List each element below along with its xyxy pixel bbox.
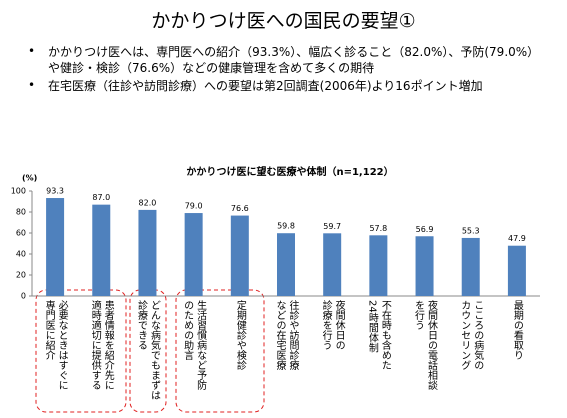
y-tick-label: 0	[21, 292, 26, 301]
bar	[92, 204, 111, 296]
x-tick-label: 最期の看取り	[511, 300, 523, 360]
bar	[415, 236, 434, 296]
y-tick-label: 100	[11, 187, 26, 196]
slide-title: かかりつけ医への国民の要望①	[151, 10, 416, 32]
x-tick-label: 生活習慣病など予防 のための助言	[181, 300, 206, 390]
bar	[277, 233, 295, 296]
highlight-box	[35, 289, 127, 413]
bar	[507, 245, 526, 296]
bar	[230, 215, 249, 296]
bullet-mark: •	[28, 44, 36, 58]
value-label: 59.8	[277, 222, 295, 231]
bar	[369, 235, 388, 296]
value-label: 59.7	[323, 222, 341, 231]
x-tick-label: 患者情報を紹介先に 適時適切に提供する	[89, 300, 114, 390]
value-label: 76.6	[231, 204, 249, 213]
y-tick-label: 80	[16, 208, 26, 217]
value-label: 55.3	[462, 226, 480, 235]
y-tick-label: 40	[16, 250, 26, 259]
bar	[138, 209, 157, 296]
x-tick-label: 不在時も含めた 24時間体制	[366, 300, 391, 370]
value-label: 87.0	[92, 193, 110, 202]
highlight-box	[175, 289, 265, 413]
value-label: 82.0	[139, 198, 157, 207]
value-label: 57.8	[369, 224, 387, 233]
value-label: 79.0	[185, 202, 203, 211]
x-tick-label: どんな病気でもまずは 診療できる	[135, 300, 160, 400]
bar	[184, 213, 203, 296]
bar	[323, 233, 342, 296]
y-tick-label: 20	[16, 271, 26, 280]
bullet: かかりつけ医へは、専門医への紹介（93.3%）、幅広く診ること（82.0%）、予…	[48, 45, 540, 75]
bullet-mark: •	[28, 78, 36, 92]
x-tick-label: 必要なときはすぐに 専門医に紹介	[43, 300, 68, 390]
x-tick-label: 夜間休日の 診療を行う	[320, 300, 345, 350]
value-label: 93.3	[46, 187, 64, 196]
x-tick-label: こころの病気の カウンセリング	[458, 300, 483, 370]
x-tick-label: 往診や訪問診療 などの在宅医療	[274, 300, 298, 370]
bar	[46, 198, 65, 296]
value-label: 56.9	[416, 225, 434, 234]
y-tick-label: 60	[16, 229, 26, 238]
chart-title: かかりつけ医に望む医療や体制（n=1,122）	[186, 165, 393, 178]
x-tick-label: 夜間休日の電話相談 を行う	[412, 300, 437, 390]
value-label: 47.9	[508, 234, 526, 243]
x-tick-label: 定期健診や検診	[234, 300, 246, 370]
bar	[461, 237, 480, 296]
bullet: 在宅医療（往診や訪問診療）への要望は第2回調査(2006年)より16ポイント増加	[48, 79, 483, 93]
y-axis-label: (%)	[22, 174, 37, 183]
